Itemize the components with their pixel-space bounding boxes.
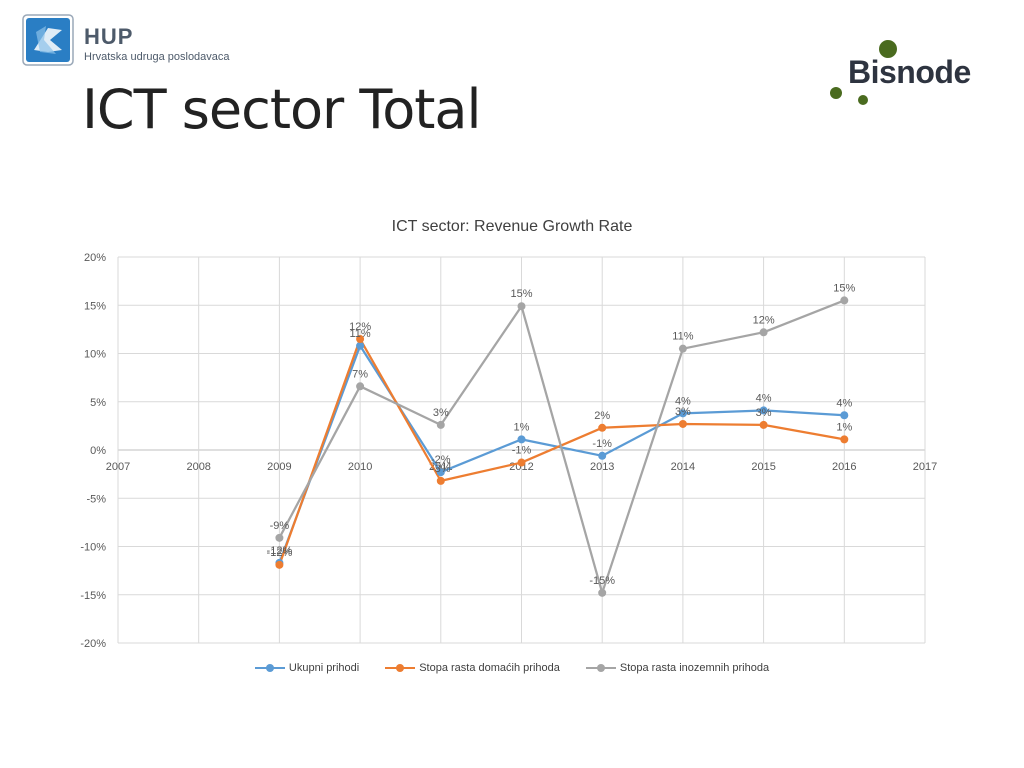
y-tick-label: 5% bbox=[90, 397, 106, 409]
data-label-series-1: 4% bbox=[756, 392, 772, 404]
x-tick-label: 2013 bbox=[590, 461, 614, 473]
data-label-series-3: 7% bbox=[352, 368, 368, 380]
data-point-series-3 bbox=[759, 328, 768, 337]
data-point-series-3 bbox=[517, 302, 526, 311]
data-label-series-2: -3% bbox=[431, 463, 451, 475]
data-label-series-3: 11% bbox=[672, 331, 693, 343]
y-tick-label: -5% bbox=[86, 493, 106, 505]
data-point-series-1 bbox=[759, 406, 768, 415]
x-tick-label: 2008 bbox=[186, 461, 210, 473]
hup-logo-icon bbox=[22, 14, 74, 66]
data-point-series-2 bbox=[759, 420, 768, 429]
x-tick-label: 2010 bbox=[348, 461, 372, 473]
x-tick-label: 2015 bbox=[751, 461, 775, 473]
legend-label-domaci: Stopa rasta domaćih prihoda bbox=[419, 662, 560, 674]
data-point-series-3 bbox=[275, 533, 284, 542]
hup-name: HUP bbox=[84, 24, 134, 49]
data-point-series-2 bbox=[517, 458, 526, 467]
x-tick-label: 2017 bbox=[913, 461, 937, 473]
x-tick-label: 2007 bbox=[106, 461, 130, 473]
data-point-series-2 bbox=[356, 335, 365, 344]
y-tick-label: 20% bbox=[84, 252, 106, 264]
y-tick-label: -20% bbox=[80, 638, 106, 650]
hup-subtitle: Hrvatska udruga poslodavaca bbox=[84, 51, 230, 63]
legend-entry-domaci: Stopa rasta domaćih prihoda bbox=[385, 662, 560, 674]
data-point-series-1 bbox=[678, 409, 687, 418]
data-point-series-1 bbox=[436, 468, 445, 477]
data-label-series-1: 4% bbox=[675, 395, 691, 407]
data-label-series-3: 12% bbox=[753, 314, 775, 326]
y-tick-label: -15% bbox=[80, 590, 106, 602]
data-point-series-1 bbox=[598, 451, 607, 460]
x-tick-label: 2009 bbox=[267, 461, 291, 473]
data-label-series-2: -1% bbox=[512, 445, 532, 457]
data-label-series-2: 3% bbox=[756, 407, 772, 419]
hup-logo: HUP Hrvatska udruga poslodavaca bbox=[22, 14, 252, 68]
data-label-series-2: 3% bbox=[675, 406, 691, 418]
bisnode-name: Bisnode bbox=[848, 54, 971, 90]
chart-title: ICT sector: Revenue Growth Rate bbox=[391, 218, 633, 235]
data-point-series-2 bbox=[275, 560, 284, 569]
y-tick-label: 0% bbox=[90, 445, 106, 457]
data-label-series-2: 2% bbox=[594, 410, 610, 422]
data-point-series-2 bbox=[840, 435, 849, 444]
data-point-series-1 bbox=[840, 411, 849, 420]
legend-label-ukupni: Ukupni prihodi bbox=[288, 662, 360, 674]
data-label-series-2: 1% bbox=[836, 421, 852, 433]
data-label-series-3: -15% bbox=[589, 575, 615, 587]
data-label-series-1: -1% bbox=[592, 438, 612, 450]
legend-entry-ukupni: Ukupni prihodi bbox=[254, 662, 360, 674]
series-line-3 bbox=[278, 299, 845, 594]
chart-legend: Ukupni prihodi Stopa rasta domaćih priho… bbox=[0, 662, 1024, 674]
data-label-series-1: -2% bbox=[431, 454, 451, 466]
data-label-series-1: 11% bbox=[349, 328, 370, 340]
data-label-series-1: 4% bbox=[836, 397, 852, 409]
page-title: ICT sector Total bbox=[82, 78, 482, 141]
legend-swatch-domaci bbox=[385, 662, 416, 674]
data-point-series-2 bbox=[678, 419, 687, 428]
data-label-series-3: 15% bbox=[833, 282, 855, 294]
data-label-series-1: -12% bbox=[267, 545, 293, 557]
bisnode-logo: Bisnode bbox=[826, 36, 1002, 112]
data-point-series-3 bbox=[436, 420, 445, 429]
data-label-series-3: 3% bbox=[433, 407, 449, 419]
data-point-series-2 bbox=[598, 423, 607, 432]
data-point-series-2 bbox=[436, 476, 445, 485]
data-label-series-2: -12% bbox=[267, 547, 293, 559]
data-point-series-1 bbox=[517, 435, 526, 444]
data-label-series-1: 1% bbox=[514, 421, 530, 433]
series-line-2 bbox=[278, 337, 845, 566]
legend-entry-inozemni: Stopa rasta inozemnih prihoda bbox=[585, 662, 770, 674]
data-label-series-2: 12% bbox=[349, 321, 371, 333]
y-tick-label: 10% bbox=[84, 349, 106, 361]
legend-label-inozemni: Stopa rasta inozemnih prihoda bbox=[619, 662, 770, 674]
data-point-series-3 bbox=[678, 344, 687, 353]
data-label-series-3: 15% bbox=[510, 288, 532, 300]
bisnode-dots-icon bbox=[830, 40, 897, 105]
y-tick-label: -10% bbox=[80, 542, 106, 554]
data-point-series-3 bbox=[840, 296, 849, 305]
x-tick-label: 2016 bbox=[832, 461, 856, 473]
y-tick-label: 15% bbox=[84, 300, 106, 312]
x-tick-label: 2014 bbox=[671, 461, 695, 473]
data-label-series-3: -9% bbox=[270, 520, 290, 532]
data-point-series-3 bbox=[356, 382, 365, 391]
data-point-series-3 bbox=[598, 588, 607, 597]
data-point-series-1 bbox=[356, 341, 365, 350]
legend-swatch-inozemni bbox=[585, 662, 616, 674]
legend-swatch-ukupni bbox=[254, 662, 285, 674]
